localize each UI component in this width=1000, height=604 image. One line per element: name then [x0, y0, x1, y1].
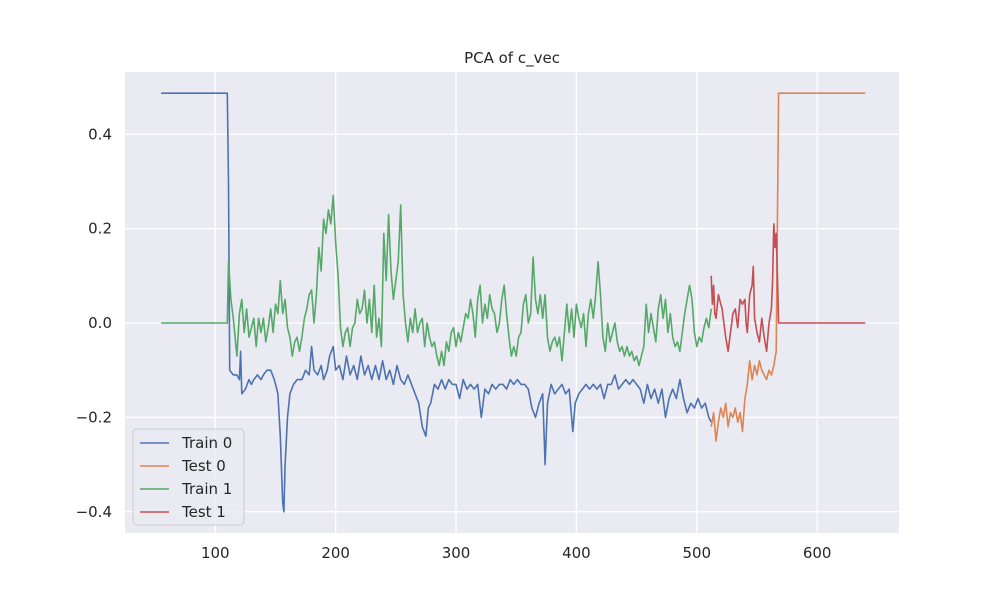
chart-title: PCA of c_vec	[464, 49, 560, 68]
y-tick-label: 0.2	[88, 220, 112, 238]
series-line-train-0	[161, 92, 712, 513]
y-axis-ticks: −0.4 −0.2 0.0 0.2 0.4	[76, 125, 112, 520]
x-tick-label: 500	[682, 544, 711, 562]
legend-label: Test 1	[181, 503, 226, 521]
y-tick-label: −0.2	[76, 408, 112, 426]
x-axis-ticks: 100 200 300 400 500 600	[201, 544, 832, 562]
x-tick-label: 300	[442, 544, 471, 562]
x-tick-label: 200	[321, 544, 350, 562]
y-tick-label: −0.4	[76, 503, 112, 521]
x-tick-label: 100	[201, 544, 230, 562]
y-tick-label: 0.0	[88, 314, 112, 332]
series-line-train-1	[161, 194, 712, 367]
series-line-test-1	[710, 223, 866, 353]
legend-box	[132, 428, 245, 526]
y-tick-label: 0.4	[88, 125, 112, 143]
plot-area	[125, 72, 899, 533]
legend-label: Test 0	[181, 457, 226, 475]
grid-lines	[125, 72, 899, 533]
x-tick-label: 600	[803, 544, 832, 562]
series-lines	[161, 92, 866, 513]
x-tick-label: 400	[562, 544, 591, 562]
series-line-test-0	[710, 92, 866, 442]
legend: Train 0 Test 0 Train 1 Test 1	[132, 428, 245, 526]
legend-label: Train 0	[181, 434, 232, 452]
legend-label: Train 1	[181, 480, 232, 498]
